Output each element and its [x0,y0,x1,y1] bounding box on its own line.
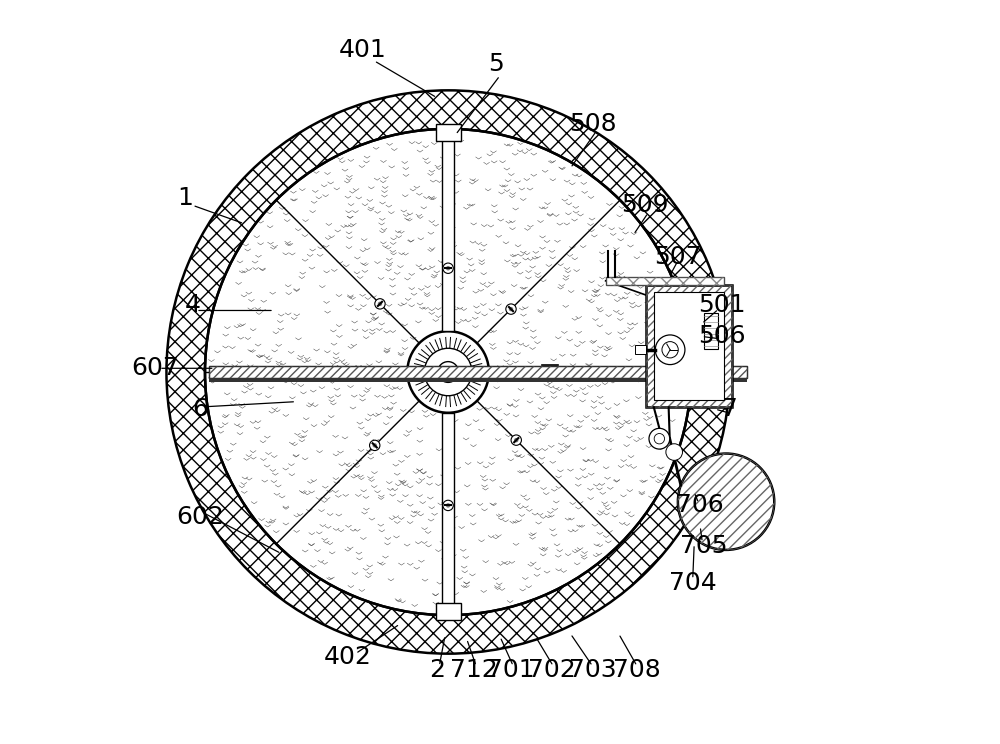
Text: 702: 702 [528,658,576,682]
Bar [209,366,747,378]
Circle shape [424,348,472,396]
Circle shape [446,266,450,271]
Circle shape [662,341,678,358]
Text: 402: 402 [324,645,372,670]
Circle shape [654,434,665,444]
Bar [442,413,454,612]
Bar [442,132,454,331]
Text: 508: 508 [569,112,616,135]
Circle shape [655,335,685,365]
Bar [209,366,747,378]
Bar [436,603,461,620]
Text: 401: 401 [339,37,387,62]
Text: 5: 5 [488,52,504,77]
Text: 703: 703 [569,658,616,682]
Text: 712: 712 [450,658,498,682]
Circle shape [438,362,458,382]
Text: 701: 701 [487,658,535,682]
Text: 704: 704 [669,571,717,595]
Circle shape [509,307,513,311]
Text: 7: 7 [722,397,738,421]
Bar [654,292,724,400]
Text: 509: 509 [621,193,668,217]
Circle shape [370,440,380,451]
Circle shape [378,301,382,306]
Bar [646,285,732,407]
Circle shape [649,429,670,449]
Circle shape [407,331,489,413]
Text: 506: 506 [699,324,746,348]
Circle shape [678,454,774,550]
Text: 705: 705 [680,534,728,558]
Bar [209,378,747,382]
Circle shape [511,435,521,446]
Text: 607: 607 [131,356,179,380]
Bar [704,313,718,349]
Bar [646,285,732,407]
Circle shape [666,443,682,461]
Circle shape [506,304,516,314]
Circle shape [166,90,730,654]
Text: 706: 706 [676,493,724,517]
Circle shape [514,438,518,443]
Text: 602: 602 [176,504,224,528]
Bar [606,277,724,285]
Text: 2: 2 [429,658,445,682]
Circle shape [443,263,453,273]
Circle shape [446,503,450,507]
Bar [606,277,724,285]
Text: 1: 1 [177,186,193,210]
Circle shape [375,298,385,309]
Text: 507: 507 [654,245,702,269]
Bar [635,345,646,354]
Text: 501: 501 [699,293,746,317]
Circle shape [443,500,453,510]
Text: 4: 4 [184,293,200,317]
Bar [436,124,461,141]
Circle shape [373,443,377,448]
Text: 6: 6 [192,397,208,421]
Text: 708: 708 [613,658,661,682]
